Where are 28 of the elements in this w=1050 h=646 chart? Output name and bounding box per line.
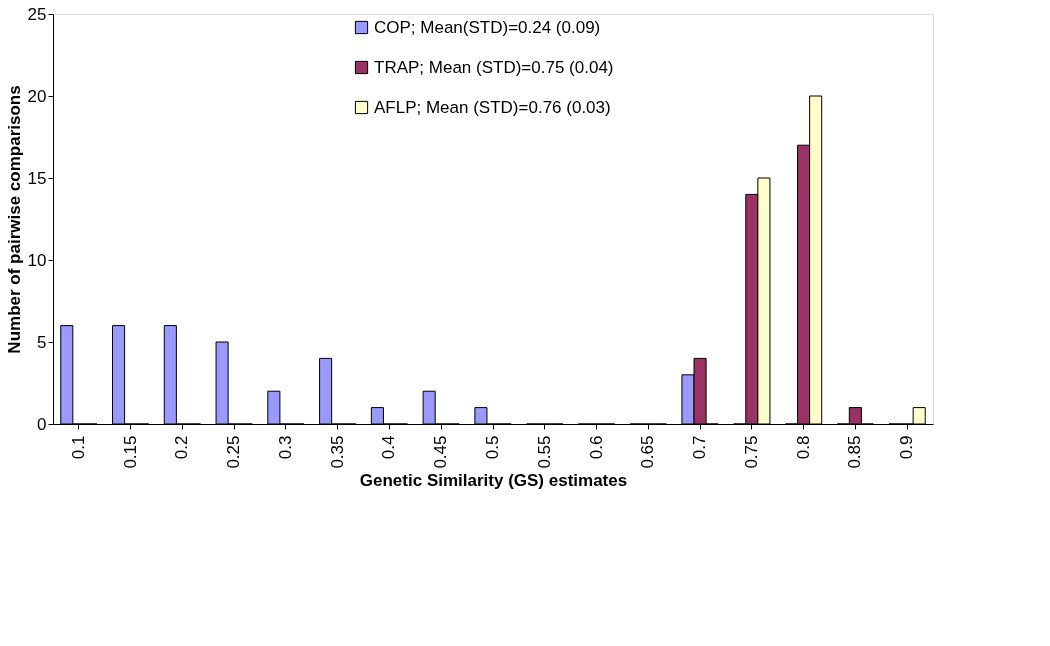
y-tick-label: 20 — [27, 86, 47, 106]
x-tick-label: 0.75 — [741, 435, 761, 469]
x-tick-label: 0.8 — [793, 435, 813, 460]
x-tick-label: 0.85 — [845, 435, 865, 469]
y-tick-label: 25 — [27, 4, 47, 24]
y-axis-title: Number of pairwise comparisons — [4, 85, 24, 354]
x-axis-title: Genetic Similarity (GS) estimates — [359, 470, 628, 490]
x-tick-label: 0.6 — [586, 435, 606, 460]
x-tick-label: 0.7 — [690, 435, 710, 460]
legend-label: AFLP; Mean (STD)=0.76 (0.03) — [374, 97, 611, 117]
legend-label: COP; Mean(STD)=0.24 (0.09) — [374, 17, 601, 37]
x-tick-label: 0.25 — [224, 435, 244, 469]
y-tick-label: 5 — [37, 332, 47, 352]
x-tick-label: 0.1 — [68, 435, 88, 460]
y-tick-label: 10 — [27, 250, 47, 270]
x-tick-label: 0.35 — [327, 435, 347, 469]
x-tick-label: 0.9 — [897, 435, 917, 460]
x-tick-label: 0.45 — [431, 435, 451, 469]
x-tick-label: 0.4 — [379, 435, 399, 460]
y-tick-label: 0 — [37, 414, 47, 434]
x-tick-label: 0.15 — [120, 435, 140, 469]
legend-label: TRAP; Mean (STD)=0.75 (0.04) — [374, 57, 614, 77]
y-tick-label: 15 — [27, 168, 47, 188]
x-tick-label: 0.65 — [638, 435, 658, 469]
x-tick-label: 0.55 — [534, 435, 554, 469]
x-tick-label: 0.5 — [483, 435, 502, 460]
x-tick-label: 0.2 — [172, 435, 192, 460]
x-tick-label: 0.3 — [275, 435, 295, 460]
